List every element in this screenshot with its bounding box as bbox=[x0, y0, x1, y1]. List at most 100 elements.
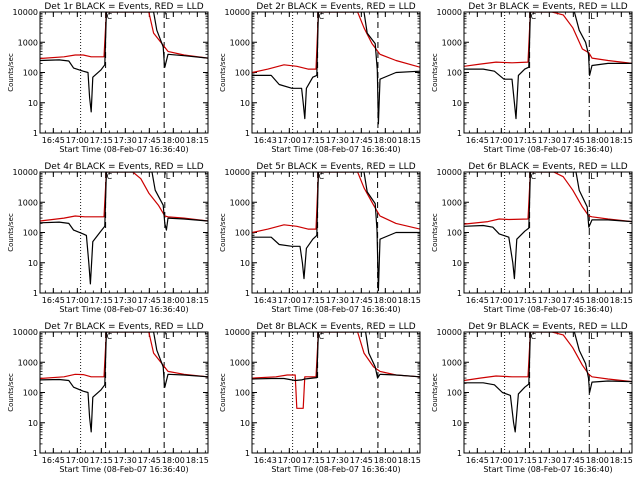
event-marker-label: L bbox=[590, 332, 595, 341]
x-tick-label: 18:15 bbox=[186, 136, 209, 145]
y-tick-label: 1 bbox=[33, 449, 38, 458]
x-tick-label: 17:45 bbox=[562, 456, 585, 465]
event-marker-label: C bbox=[107, 332, 113, 341]
x-tick-label: 17:00 bbox=[66, 136, 89, 145]
y-tick-label: 10000 bbox=[437, 168, 462, 177]
x-axis-label: Start Time (08-Feb-07 16:36:40) bbox=[483, 305, 612, 314]
chart-panel-1: Det 1r BLACK = Events, RED = LLD 1 10 100 10… bbox=[7, 2, 209, 154]
x-tick-label: 17:45 bbox=[350, 456, 373, 465]
panel-title: Det 7r BLACK = Events, RED = LLD bbox=[44, 322, 203, 332]
y-tick-label: 1 bbox=[457, 449, 462, 458]
y-tick-label: 1000 bbox=[230, 358, 250, 367]
y-tick-label: 1000 bbox=[442, 38, 462, 47]
x-tick-label: 17:00 bbox=[278, 296, 301, 305]
x-tick-label: 16:45 bbox=[42, 296, 65, 305]
panel-title: Det 1r BLACK = Events, RED = LLD bbox=[44, 2, 203, 12]
x-tick-label: 18:15 bbox=[186, 456, 209, 465]
event-marker-label: L bbox=[379, 332, 384, 341]
x-axis-label: Start Time (08-Feb-07 16:36:40) bbox=[59, 145, 188, 154]
events-series-line bbox=[464, 332, 632, 433]
lld-series-line bbox=[252, 172, 420, 234]
y-tick-label: 10 bbox=[28, 99, 38, 108]
y-tick-label: 100 bbox=[235, 389, 250, 398]
y-tick-label: 10000 bbox=[13, 168, 38, 177]
x-tick-label: 18:15 bbox=[186, 296, 209, 305]
x-tick-label: 17:45 bbox=[350, 136, 373, 145]
x-tick-label: 18:00 bbox=[586, 296, 609, 305]
y-tick-label: 100 bbox=[235, 69, 250, 78]
y-tick-label: 10 bbox=[240, 259, 250, 268]
panel-title: Det 4r BLACK = Events, RED = LLD bbox=[44, 162, 203, 172]
x-tick-label: 17:30 bbox=[114, 456, 137, 465]
x-axis-label: Start Time (08-Feb-07 16:36:40) bbox=[483, 465, 612, 474]
events-series-line bbox=[40, 172, 208, 285]
y-tick-label: 10000 bbox=[437, 8, 462, 17]
y-tick-label: 1000 bbox=[18, 198, 38, 207]
y-tick-label: 100 bbox=[447, 229, 462, 238]
y-tick-label: 10 bbox=[240, 99, 250, 108]
panel-title: Det 2r BLACK = Events, RED = LLD bbox=[256, 2, 415, 12]
events-series-line bbox=[252, 332, 420, 382]
x-axis-label: Start Time (08-Feb-07 16:36:40) bbox=[59, 465, 188, 474]
x-tick-label: 18:00 bbox=[162, 296, 185, 305]
y-tick-label: 10 bbox=[28, 419, 38, 428]
x-tick-label: 17:15 bbox=[90, 296, 113, 305]
y-tick-label: 1 bbox=[457, 129, 462, 138]
event-marker-label: C bbox=[107, 12, 113, 21]
chart-panel-8: Det 8r BLACK = Events, RED = LLD 1 10 100 10… bbox=[219, 322, 421, 474]
event-marker-label: L bbox=[165, 332, 170, 341]
lld-series-line bbox=[464, 332, 632, 383]
x-tick-label: 18:15 bbox=[398, 136, 421, 145]
chart-panel-4: Det 4r BLACK = Events, RED = LLD 1 10 100 10… bbox=[7, 162, 209, 314]
x-tick-label: 18:00 bbox=[374, 296, 397, 305]
plot-frame bbox=[251, 11, 421, 134]
plot-frame bbox=[463, 11, 633, 134]
lld-series-line bbox=[40, 172, 208, 222]
panel-title: Det 6r BLACK = Events, RED = LLD bbox=[468, 162, 627, 172]
events-series-line bbox=[464, 172, 632, 280]
x-tick-label: 17:45 bbox=[138, 136, 161, 145]
x-tick-label: 18:15 bbox=[398, 456, 421, 465]
event-marker-label: C bbox=[319, 172, 325, 181]
x-tick-label: 16:45 bbox=[466, 456, 489, 465]
plot-frame bbox=[463, 331, 633, 454]
y-tick-label: 10 bbox=[28, 259, 38, 268]
x-tick-label: 17:45 bbox=[562, 296, 585, 305]
x-tick-label: 17:30 bbox=[538, 296, 561, 305]
panel-title: Det 8r BLACK = Events, RED = LLD bbox=[256, 322, 415, 332]
x-tick-label: 18:15 bbox=[398, 296, 421, 305]
y-tick-label: 1 bbox=[457, 289, 462, 298]
x-tick-label: 18:00 bbox=[374, 456, 397, 465]
events-series-line bbox=[252, 12, 420, 125]
chart-panel-6: Det 6r BLACK = Events, RED = LLD 1 10 100 10… bbox=[431, 162, 633, 314]
y-tick-label: 10 bbox=[452, 99, 462, 108]
x-tick-label: 18:00 bbox=[374, 136, 397, 145]
y-axis-label: Counts/sec bbox=[7, 213, 15, 252]
panel-title: Det 9r BLACK = Events, RED = LLD bbox=[468, 322, 627, 332]
y-tick-label: 100 bbox=[23, 389, 38, 398]
y-tick-label: 100 bbox=[23, 69, 38, 78]
x-tick-label: 16:43 bbox=[254, 136, 277, 145]
x-tick-label: 17:15 bbox=[90, 136, 113, 145]
x-tick-label: 17:00 bbox=[278, 136, 301, 145]
y-axis-label: Counts/sec bbox=[7, 53, 15, 92]
y-tick-label: 1 bbox=[245, 129, 250, 138]
x-tick-label: 17:15 bbox=[514, 296, 537, 305]
x-tick-label: 18:00 bbox=[586, 456, 609, 465]
y-axis-label: Counts/sec bbox=[219, 373, 227, 412]
events-series-line bbox=[252, 172, 420, 292]
y-tick-label: 10 bbox=[452, 419, 462, 428]
x-tick-label: 17:15 bbox=[514, 136, 537, 145]
plot-frame bbox=[39, 331, 209, 454]
x-tick-label: 17:30 bbox=[114, 296, 137, 305]
events-series-line bbox=[464, 12, 632, 120]
y-tick-label: 1000 bbox=[230, 198, 250, 207]
event-marker-label: L bbox=[590, 172, 595, 181]
chart-panel-2: Det 2r BLACK = Events, RED = LLD 1 10 100 10… bbox=[219, 2, 421, 154]
y-tick-label: 1 bbox=[33, 129, 38, 138]
chart-panel-5: Det 5r BLACK = Events, RED = LLD 1 10 100 10… bbox=[219, 162, 421, 314]
x-tick-label: 18:00 bbox=[162, 136, 185, 145]
y-tick-label: 1000 bbox=[230, 38, 250, 47]
lld-series-line bbox=[464, 12, 632, 67]
y-tick-label: 100 bbox=[447, 389, 462, 398]
